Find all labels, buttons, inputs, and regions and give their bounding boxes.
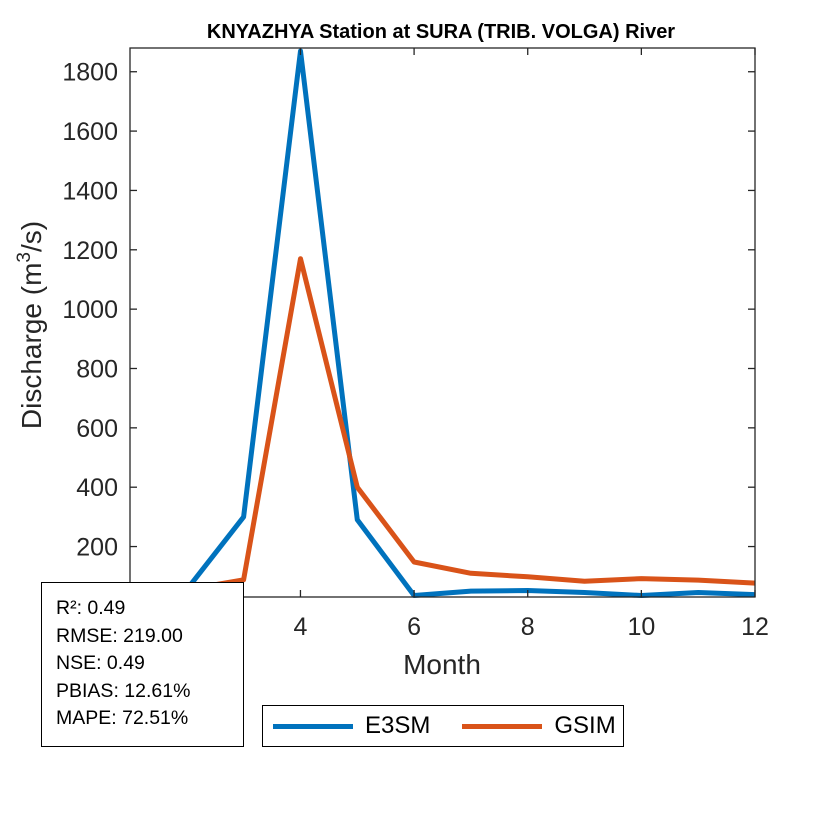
chart-title: KNYAZHYA Station at SURA (TRIB. VOLGA) R… xyxy=(207,21,675,43)
y-tick-label: 200 xyxy=(76,534,118,562)
y-tick-label: 1800 xyxy=(62,59,118,87)
stat-nse: NSE: 0.49 xyxy=(56,652,145,674)
y-tick-label: 400 xyxy=(76,474,118,502)
legend-entry-gsim: GSIM xyxy=(452,712,616,740)
y-tick-label: 1000 xyxy=(62,296,118,324)
y-axis-label: Discharge (m3/s) xyxy=(14,221,47,429)
stat-pbias: PBIAS: 12.61% xyxy=(56,679,191,702)
x-tick-label: 10 xyxy=(627,613,655,641)
legend: E3SM GSIM xyxy=(262,705,624,747)
series-line-e3sm xyxy=(129,48,756,598)
legend-swatch-gsim xyxy=(462,723,543,729)
x-tick-label: 8 xyxy=(521,613,535,641)
y-tick-label: 1600 xyxy=(62,118,118,146)
legend-label-gsim: GSIM xyxy=(554,712,616,739)
legend-swatch-e3sm xyxy=(273,723,353,729)
y-tick-label: 1200 xyxy=(62,237,118,265)
y-axis-label-tail: /s) xyxy=(16,221,47,252)
plot-area: 4 6 8 10 12 200 400 600 800 1000 1200 1400 1600 1800 xyxy=(62,47,769,641)
series-line-gsim xyxy=(129,256,756,593)
legend-label-e3sm: E3SM xyxy=(365,712,431,739)
y-axis-label-sup: 3 xyxy=(14,252,35,263)
x-tick-label: 6 xyxy=(407,613,421,641)
y-tick-label: 600 xyxy=(76,415,118,443)
plot-frame xyxy=(129,47,756,598)
stat-r2: R²: 0.49 xyxy=(56,597,126,619)
statistics-box: R²: 0.49 RMSE: 219.00 NSE: 0.49 PBIAS: 1… xyxy=(41,582,244,747)
x-axis-label: Month xyxy=(403,649,481,680)
y-tick-label: 1400 xyxy=(62,177,118,205)
stat-rmse: RMSE: 219.00 xyxy=(56,624,183,647)
y-axis-label-main: Discharge (m xyxy=(16,263,47,429)
stat-mape: MAPE: 72.51% xyxy=(56,707,189,729)
y-tick-label: 800 xyxy=(76,355,118,383)
x-tick-label: 12 xyxy=(741,613,769,641)
legend-entry-e3sm: E3SM xyxy=(263,712,430,740)
x-tick-label: 4 xyxy=(294,613,308,641)
